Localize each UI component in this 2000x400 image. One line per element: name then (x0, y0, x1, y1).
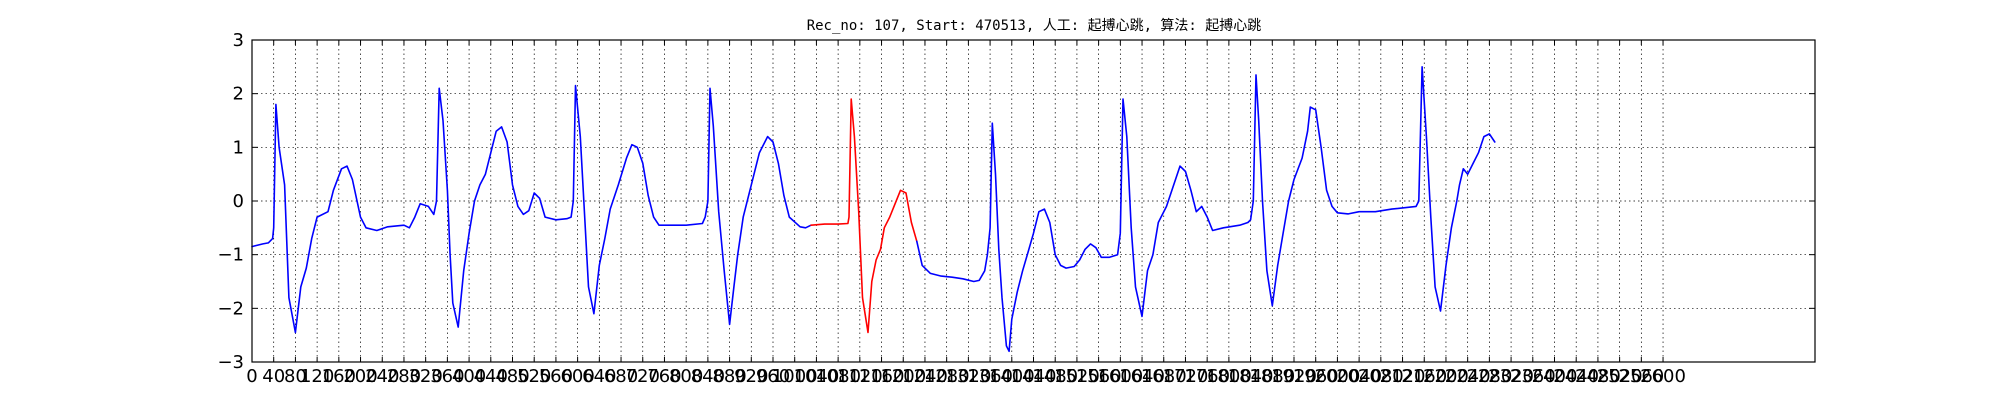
x-tick-label: 2200 (1423, 366, 1469, 387)
x-tick-label: 1200 (880, 366, 926, 387)
x-tick-label: 2320 (1488, 366, 1534, 387)
x-tick-label: 600 (560, 366, 594, 387)
x-tick-label: 1920 (1271, 366, 1317, 387)
x-tick-label: 1600 (1097, 366, 1143, 387)
x-tick-label: 120 (300, 366, 334, 387)
ecg-series-line-2 (810, 98, 918, 334)
x-tick-label: 2120 (1380, 366, 1426, 387)
x-tick-label: 760 (647, 366, 681, 387)
x-tick-label: 2160 (1401, 366, 1447, 387)
x-tick-label: 1880 (1249, 366, 1295, 387)
y-tick-label: 1 (233, 137, 244, 158)
x-tick-label: 1480 (1032, 366, 1078, 387)
ecg-series-line-1 (251, 84, 812, 334)
x-tick-label: 360 (430, 366, 464, 387)
x-tick-label: 440 (474, 366, 508, 387)
y-tick-label: 0 (233, 191, 244, 212)
x-tick-label: 520 (517, 366, 551, 387)
x-tick-label: 1400 (989, 366, 1035, 387)
x-tick-label: 2000 (1315, 366, 1361, 387)
x-tick-label: 1760 (1184, 366, 1230, 387)
x-tick-label: 1680 (1141, 366, 1187, 387)
x-tick-label: 1080 (815, 366, 861, 387)
x-tick-label: 2240 (1445, 366, 1491, 387)
x-tick-label: 240 (365, 366, 399, 387)
series-layer (251, 66, 1496, 353)
x-tick-label: 2520 (1597, 366, 1643, 387)
y-axis-tick-labels: 3 2 1 0 −1 −2 −3 (217, 30, 244, 373)
x-tick-label: 800 (669, 366, 703, 387)
x-tick-label: 0 (246, 366, 257, 387)
y-tick-label: −1 (217, 245, 244, 266)
x-tick-label: 880 (712, 366, 746, 387)
y-tick-label: −3 (217, 352, 244, 373)
x-tick-label: 960 (756, 366, 790, 387)
x-tick-label: 720 (626, 366, 660, 387)
x-tick-label: 160 (322, 366, 356, 387)
x-tick-label: 1720 (1163, 366, 1209, 387)
x-tick-label: 2480 (1575, 366, 1621, 387)
x-tick-label: 1840 (1228, 366, 1274, 387)
chart-title: Rec_no: 107, Start: 470513, 人工: 起搏心跳, 算法… (807, 17, 1262, 34)
x-tick-label: 2080 (1358, 366, 1404, 387)
x-axis-tick-labels: 0 408012016020024028032036040044048052056… (246, 366, 1686, 387)
x-tick-label: 640 (582, 366, 616, 387)
x-tick-label: 680 (604, 366, 638, 387)
x-tick-label: 80 (284, 366, 307, 387)
x-tick-label: 840 (691, 366, 725, 387)
x-tick-label: 2360 (1510, 366, 1556, 387)
x-tick-label: 1000 (772, 366, 818, 387)
y-tick-label: 2 (233, 84, 244, 105)
x-tick-label: 2280 (1466, 366, 1512, 387)
axis-ticks (251, 39, 1815, 363)
x-tick-label: 1040 (794, 366, 840, 387)
x-tick-label: 200 (343, 366, 377, 387)
x-tick-label: 1640 (1119, 366, 1165, 387)
x-tick-label: 1280 (924, 366, 970, 387)
x-tick-label: 2400 (1532, 366, 1578, 387)
x-tick-label: 1120 (837, 366, 883, 387)
x-tick-label: 40 (262, 366, 285, 387)
x-tick-label: 1520 (1054, 366, 1100, 387)
x-tick-label: 1240 (902, 366, 948, 387)
x-tick-label: 1360 (967, 366, 1013, 387)
y-tick-label: 3 (233, 30, 244, 51)
x-tick-label: 560 (539, 366, 573, 387)
grid-lines (252, 40, 1815, 362)
x-tick-label: 320 (408, 366, 442, 387)
x-tick-label: 1320 (945, 366, 991, 387)
x-tick-label: 2600 (1640, 366, 1686, 387)
ecg-series-line-3 (915, 66, 1496, 353)
x-tick-label: 280 (387, 366, 421, 387)
x-tick-label: 2560 (1618, 366, 1664, 387)
x-tick-label: 480 (495, 366, 529, 387)
x-tick-label: 1160 (859, 366, 905, 387)
x-tick-label: 1960 (1293, 366, 1339, 387)
x-tick-label: 400 (452, 366, 486, 387)
x-tick-label: 2440 (1553, 366, 1599, 387)
y-tick-label: −2 (217, 298, 244, 319)
x-tick-label: 1440 (1011, 366, 1057, 387)
x-tick-label: 920 (734, 366, 768, 387)
x-tick-label: 1560 (1076, 366, 1122, 387)
x-tick-label: 1800 (1206, 366, 1252, 387)
x-tick-label: 2040 (1336, 366, 1382, 387)
